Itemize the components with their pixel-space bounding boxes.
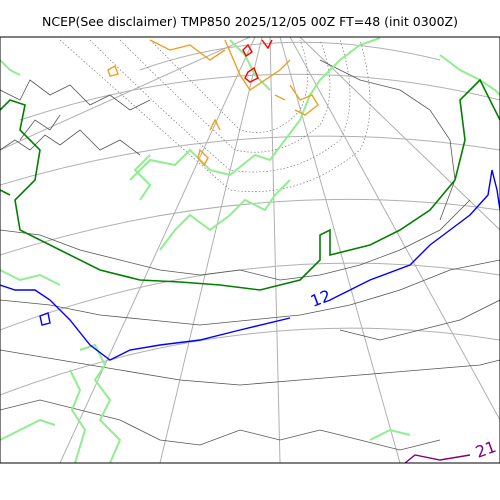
- longitude-lines: [0, 37, 500, 463]
- contour-label-12: 12: [308, 286, 334, 311]
- purple-contour: [404, 454, 471, 463]
- orange-contours: [107, 39, 319, 167]
- coastlines: [0, 59, 500, 451]
- blue-contour: [0, 169, 500, 361]
- green-contour: [0, 78, 500, 291]
- red-contours: [242, 39, 273, 83]
- map-title: NCEP(See disclaimer) TMP850 2025/12/05 0…: [41, 14, 458, 29]
- map-frame: [0, 36, 500, 464]
- dotted-contours: [59, 39, 371, 193]
- light-green-contours: [0, 37, 500, 463]
- latitude-lines: [0, 41, 500, 396]
- contour-label-21: 21: [473, 437, 499, 462]
